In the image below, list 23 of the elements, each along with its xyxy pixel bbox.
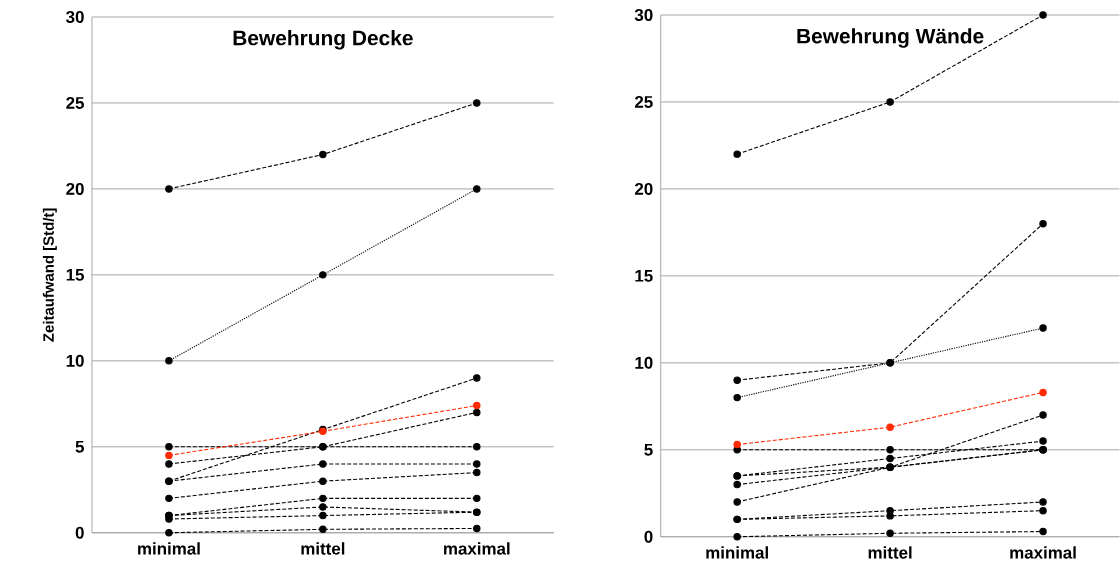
x-tick-label: mittel xyxy=(868,546,912,559)
x-tick-label: maximal xyxy=(1010,546,1076,559)
y-tick-label: 15 xyxy=(635,270,653,282)
y-tick-label: 0 xyxy=(75,526,84,539)
y-tick-label: 10 xyxy=(66,354,84,367)
y-tick-label: 30 xyxy=(634,9,653,22)
text: Bewehrung Decke xyxy=(233,30,413,50)
x-tick-label: minimal xyxy=(138,542,200,555)
y-tick-label: 25 xyxy=(66,97,84,110)
x-tick-label: minimal xyxy=(706,546,768,559)
y-tick-label: 25 xyxy=(634,96,653,109)
y-tick-label: 5 xyxy=(644,444,653,456)
y-tick-label: 0 xyxy=(644,530,653,543)
y-tick-label: 10 xyxy=(635,356,653,369)
y-tick-label: 30 xyxy=(66,11,84,24)
text: Bewehrung Wände xyxy=(797,28,984,48)
x-tick-label: maximal xyxy=(444,542,510,555)
x-tick-label: mittel xyxy=(301,542,345,555)
y-tick-label: 20 xyxy=(66,183,84,196)
y-axis-title: Zeitaufwand [Std/t] xyxy=(42,208,57,342)
y-tick-label: 20 xyxy=(634,183,653,196)
y-tick-label: 5 xyxy=(75,441,84,453)
y-tick-label: 15 xyxy=(66,269,84,281)
